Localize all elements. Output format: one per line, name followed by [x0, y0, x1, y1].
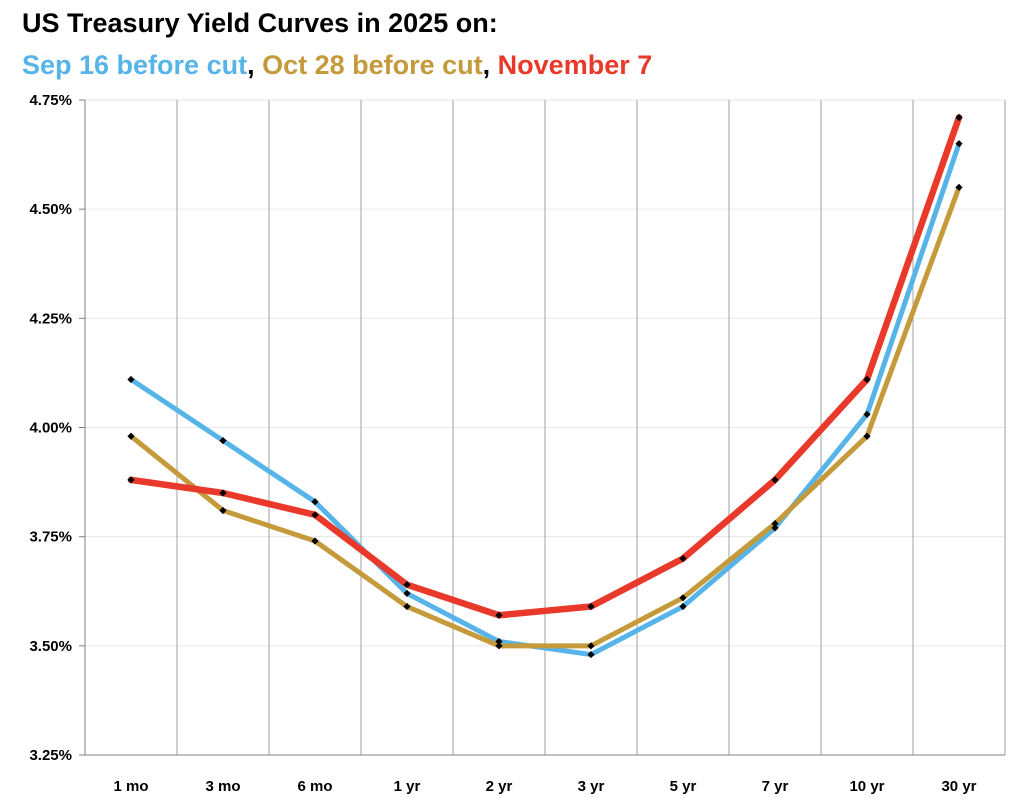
series-2-point	[403, 602, 411, 611]
series-1-point	[587, 650, 595, 659]
series-3-point	[955, 113, 963, 122]
x-axis-ticks: 1 mo 3 mo 6 mo 1 yr 2 yr 3 yr 5 yr 7 yr 10 yr 30 …	[113, 778, 976, 795]
series-3-point	[127, 476, 135, 484]
series-line-3	[127, 114, 963, 619]
series-1-point	[863, 410, 871, 418]
y-tick-label: 4.50%	[29, 201, 72, 218]
subtitle-part: Oct 28 before cut	[262, 50, 483, 80]
series-2-point	[127, 432, 135, 440]
y-tick-label: 4.00%	[29, 420, 72, 437]
series-2-point	[219, 506, 227, 515]
subtitle-part: Sep 16 before cut	[22, 50, 248, 80]
series-3-point	[863, 375, 871, 384]
chart-title: US Treasury Yield Curves in 2025 on:	[22, 8, 498, 38]
series-2-point	[679, 594, 687, 602]
series-lines	[127, 114, 963, 658]
series-3-point	[219, 489, 227, 497]
x-tick-label: 30 yr	[941, 778, 976, 795]
series-3-point	[771, 476, 779, 484]
series-2-point	[311, 537, 319, 545]
x-tick-label: 5 yr	[670, 778, 697, 795]
series-3-point	[403, 581, 411, 589]
series-1-point	[403, 589, 411, 598]
series-2-point	[955, 183, 963, 191]
x-tick-label: 6 mo	[297, 778, 332, 795]
subtitle-part: ,	[482, 50, 498, 80]
y-tick-label: 3.25%	[29, 747, 72, 764]
subtitle-part: November 7	[497, 50, 653, 80]
y-axis-ticks: 3.25% 3.50% 3.75% 4.00% 4.25% 4.50% 4.75%	[29, 92, 85, 764]
x-tick-label: 1 mo	[113, 778, 148, 795]
series-1-point	[679, 602, 687, 611]
x-tick-label: 3 mo	[205, 778, 240, 795]
x-tick-label: 2 yr	[486, 778, 513, 795]
series-1-point	[311, 498, 319, 506]
series-3-point	[495, 611, 503, 619]
series-3-point	[311, 511, 319, 519]
series-1-point	[219, 437, 227, 445]
series-markers	[127, 113, 963, 659]
series-1-point	[127, 375, 135, 384]
series-3-point	[587, 602, 595, 611]
series-1-point	[955, 140, 963, 148]
y-tick-label: 4.75%	[29, 92, 72, 109]
series-1-point	[495, 637, 503, 646]
y-tick-label: 3.50%	[29, 638, 72, 655]
x-tick-label: 10 yr	[849, 778, 884, 795]
chart-subtitle: Sep 16 before cut, Oct 28 before cut, No…	[22, 48, 652, 82]
series-2-point	[863, 432, 871, 440]
series-2-point	[495, 642, 503, 650]
series-2-point	[587, 642, 595, 650]
series-3-point	[679, 554, 687, 563]
series-2-point	[771, 519, 779, 528]
x-tick-label: 3 yr	[578, 778, 605, 795]
grid-lines	[85, 99, 1006, 755]
series-1-point	[771, 524, 779, 532]
y-tick-label: 3.75%	[29, 529, 72, 546]
y-tick-label: 4.25%	[29, 310, 72, 327]
series-line-2	[128, 184, 962, 649]
subtitle-part: ,	[247, 50, 263, 80]
x-tick-label: 7 yr	[762, 778, 789, 795]
x-tick-label: 1 yr	[394, 778, 421, 795]
